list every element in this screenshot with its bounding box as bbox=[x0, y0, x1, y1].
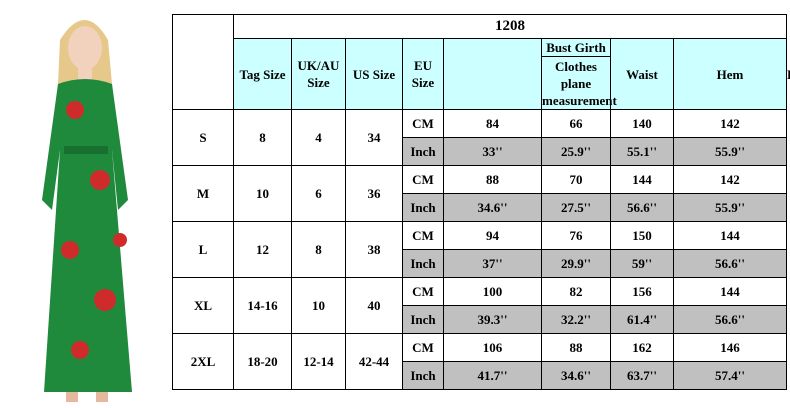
cm-cell: CM bbox=[402, 221, 444, 250]
cm-cell: 144 bbox=[610, 165, 674, 194]
cm-cell: 142 bbox=[673, 165, 787, 194]
cm-cell: CM bbox=[402, 333, 444, 362]
column-header: Tag Size bbox=[233, 38, 292, 110]
cm-cell: 106 bbox=[443, 333, 542, 362]
inch-cell: 55.9'' bbox=[673, 137, 787, 166]
cm-cell: CM bbox=[402, 165, 444, 194]
size-chart: 1208 Tag Size UK/AU Size US Size EU Size Bust… bbox=[172, 14, 790, 390]
blank-cell bbox=[443, 38, 542, 110]
inch-cell: 33'' bbox=[443, 137, 542, 166]
column-header: EU Size bbox=[402, 38, 444, 110]
size-cell: 12-14 bbox=[291, 333, 346, 390]
inch-cell: 41.7'' bbox=[443, 361, 542, 390]
inch-cell: 59'' bbox=[610, 249, 674, 278]
size-cell: 6 bbox=[291, 165, 346, 222]
size-cell: 14-16 bbox=[233, 277, 292, 334]
cm-cell: 88 bbox=[541, 333, 611, 362]
inch-cell: 32.2'' bbox=[541, 305, 611, 334]
inch-cell: Inch bbox=[402, 305, 444, 334]
cm-cell: 144 bbox=[673, 221, 787, 250]
size-cell: S bbox=[172, 109, 234, 166]
table-row: 2XL 18-20 12-14 42-44 CM 106 88 162 146 bbox=[172, 333, 787, 390]
inch-cell: 61.4'' bbox=[610, 305, 674, 334]
size-cell: 12 bbox=[233, 221, 292, 278]
cm-cell: 76 bbox=[541, 221, 611, 250]
size-cell: M bbox=[172, 165, 234, 222]
inch-cell: Inch bbox=[402, 361, 444, 390]
size-cell: 18-20 bbox=[233, 333, 292, 390]
column-header: UK/AU Size bbox=[291, 38, 346, 110]
table-row: Inch 39.3'' 32.2'' 61.4'' 56.6'' bbox=[173, 305, 787, 334]
table-row: Inch 34.6'' 27.5'' 56.6'' 55.9'' bbox=[173, 193, 787, 222]
cm-cell: CM bbox=[402, 277, 444, 306]
cm-cell: 94 bbox=[443, 221, 542, 250]
cm-cell: CM bbox=[402, 109, 444, 138]
size-cell: XL bbox=[172, 277, 234, 334]
size-cell: 8 bbox=[233, 109, 292, 166]
size-cell: 36 bbox=[345, 165, 403, 222]
column-header: Bust Girth bbox=[541, 38, 611, 57]
cm-cell: 100 bbox=[443, 277, 542, 306]
cm-cell: 140 bbox=[610, 109, 674, 138]
column-header: US Size bbox=[345, 38, 403, 110]
column-header: Hem bbox=[673, 38, 787, 110]
size-cell: 34 bbox=[345, 109, 403, 166]
inch-cell: 37'' bbox=[443, 249, 542, 278]
size-cell: 10 bbox=[233, 165, 292, 222]
inch-cell: 27.5'' bbox=[541, 193, 611, 222]
table-row: S 8 4 34 CM 84 66 140 142 bbox=[172, 109, 787, 166]
size-cell: 2XL bbox=[172, 333, 234, 390]
inch-cell: 56.6'' bbox=[673, 249, 787, 278]
table-row: Inch 37'' 29.9'' 59'' 56.6'' bbox=[173, 249, 787, 278]
blank-cell bbox=[172, 14, 234, 110]
inch-cell: 56.6'' bbox=[610, 193, 674, 222]
cm-cell: 70 bbox=[541, 165, 611, 194]
cm-cell: 150 bbox=[610, 221, 674, 250]
table-row: Tag Size UK/AU Size US Size EU Size Bust Gir… bbox=[173, 38, 790, 110]
inch-cell: 34.6'' bbox=[541, 361, 611, 390]
size-cell: 38 bbox=[345, 221, 403, 278]
inch-cell: 39.3'' bbox=[443, 305, 542, 334]
product-photo bbox=[0, 0, 170, 408]
inch-cell: Inch bbox=[402, 249, 444, 278]
cm-cell: 84 bbox=[443, 109, 542, 138]
size-cell: 42-44 bbox=[345, 333, 403, 390]
inch-cell: 56.6'' bbox=[673, 305, 787, 334]
table-row: Clothes plane measurement bbox=[173, 56, 787, 110]
size-cell: 10 bbox=[291, 277, 346, 334]
inch-cell: 63.7'' bbox=[610, 361, 674, 390]
cm-cell: 88 bbox=[443, 165, 542, 194]
cm-cell: 156 bbox=[610, 277, 674, 306]
inch-cell: Inch bbox=[402, 193, 444, 222]
table-row: XL 14-16 10 40 CM 100 82 156 144 bbox=[172, 277, 787, 334]
table-row: 1208 bbox=[172, 14, 787, 110]
inch-cell: Inch bbox=[402, 137, 444, 166]
cm-cell: 82 bbox=[541, 277, 611, 306]
cm-cell: 162 bbox=[610, 333, 674, 362]
inch-cell: 34.6'' bbox=[443, 193, 542, 222]
table-row: L 12 8 38 CM 94 76 150 144 bbox=[172, 221, 787, 278]
cm-cell: 142 bbox=[673, 109, 787, 138]
size-cell: L bbox=[172, 221, 234, 278]
cm-cell: 144 bbox=[673, 277, 787, 306]
inch-cell: 55.9'' bbox=[673, 193, 787, 222]
size-cell: 4 bbox=[291, 109, 346, 166]
table-title: 1208 bbox=[233, 14, 787, 39]
inch-cell: 57.4'' bbox=[673, 361, 787, 390]
size-cell: 8 bbox=[291, 221, 346, 278]
table-row: Inch 41.7'' 34.6'' 63.7'' 57.4'' bbox=[173, 361, 787, 390]
table-row: M 10 6 36 CM 88 70 144 142 bbox=[172, 165, 787, 222]
inch-cell: 29.9'' bbox=[541, 249, 611, 278]
inch-cell: 25.9'' bbox=[541, 137, 611, 166]
cm-cell: 66 bbox=[541, 109, 611, 138]
column-header: Waist bbox=[610, 38, 674, 110]
table-row: Inch 33'' 25.9'' 55.1'' 55.9'' bbox=[173, 137, 787, 166]
column-header: Clothes plane measurement bbox=[541, 56, 617, 110]
inch-cell: 55.1'' bbox=[610, 137, 674, 166]
size-cell: 40 bbox=[345, 277, 403, 334]
cm-cell: 146 bbox=[673, 333, 787, 362]
